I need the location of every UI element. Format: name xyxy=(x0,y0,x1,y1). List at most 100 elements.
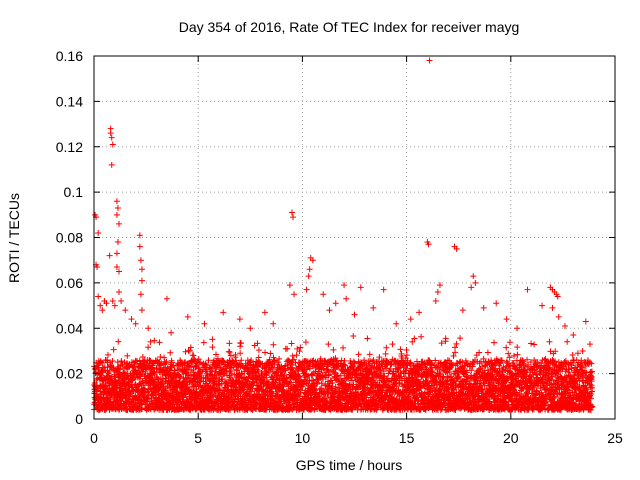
data-point xyxy=(262,368,269,375)
data-point xyxy=(187,344,194,351)
data-point xyxy=(107,396,114,403)
data-point xyxy=(226,405,233,412)
data-point xyxy=(289,352,296,359)
data-point xyxy=(195,365,202,372)
data-point xyxy=(182,348,189,355)
data-point xyxy=(332,389,339,396)
data-point xyxy=(114,359,121,366)
data-point xyxy=(167,349,174,356)
data-point xyxy=(329,379,336,386)
data-point xyxy=(389,341,396,348)
data-point xyxy=(503,344,510,351)
data-point xyxy=(248,388,255,395)
data-point xyxy=(314,379,321,386)
data-point xyxy=(282,375,289,382)
data-point xyxy=(202,361,209,368)
data-point xyxy=(296,348,303,355)
data-point xyxy=(382,350,389,357)
data-point xyxy=(397,346,404,353)
data-point xyxy=(383,344,390,351)
data-point xyxy=(156,385,163,392)
data-point xyxy=(161,354,168,361)
data-point xyxy=(484,349,491,356)
data-point xyxy=(263,378,270,385)
data-point xyxy=(403,346,410,353)
data-point xyxy=(163,358,170,365)
data-point xyxy=(350,332,357,339)
data-point xyxy=(326,371,333,378)
data-point xyxy=(226,349,233,356)
data-point xyxy=(511,352,518,359)
data-point xyxy=(470,360,477,367)
data-point xyxy=(272,385,279,392)
data-point xyxy=(238,357,245,364)
data-point xyxy=(332,384,339,391)
data-point xyxy=(356,400,363,407)
data-point xyxy=(505,350,512,357)
data-point xyxy=(370,357,377,364)
data-point xyxy=(148,365,155,372)
data-points xyxy=(91,57,596,413)
data-point xyxy=(349,363,356,370)
data-point xyxy=(370,376,377,383)
data-point xyxy=(209,344,216,351)
data-point xyxy=(300,361,307,368)
data-point xyxy=(209,336,216,343)
data-point xyxy=(321,369,328,376)
data-point xyxy=(104,351,111,358)
data-point xyxy=(340,344,347,351)
data-point xyxy=(144,389,151,396)
data-point xyxy=(418,333,425,340)
data-point xyxy=(110,346,117,353)
data-point xyxy=(274,359,281,366)
data-point xyxy=(279,386,286,393)
data-point xyxy=(225,348,232,355)
data-point xyxy=(213,386,220,393)
data-point xyxy=(190,352,197,359)
data-point xyxy=(276,355,283,362)
data-point xyxy=(341,357,348,364)
data-point xyxy=(255,354,262,361)
data-point xyxy=(118,358,125,365)
data-point xyxy=(337,398,344,405)
data-point xyxy=(249,385,256,392)
data-point xyxy=(209,367,216,374)
data-point xyxy=(207,365,214,372)
data-point xyxy=(226,340,233,347)
data-point xyxy=(337,372,344,379)
data-point xyxy=(254,340,261,347)
data-point xyxy=(237,350,244,357)
data-point xyxy=(335,384,342,391)
data-point xyxy=(303,366,310,373)
data-point xyxy=(138,399,145,406)
data-point xyxy=(334,372,341,379)
data-point xyxy=(200,339,207,346)
data-point xyxy=(176,395,183,402)
data-point xyxy=(131,361,138,368)
data-point xyxy=(506,354,513,361)
data-point xyxy=(457,335,464,342)
data-point xyxy=(147,338,154,345)
data-point xyxy=(170,362,177,369)
data-point xyxy=(376,354,383,361)
data-point xyxy=(307,392,314,399)
data-point xyxy=(186,347,193,354)
data-point xyxy=(255,368,262,375)
data-point xyxy=(227,352,234,359)
data-point xyxy=(234,367,241,374)
data-point xyxy=(262,349,269,356)
data-point xyxy=(290,356,297,363)
data-point xyxy=(190,366,197,373)
data-point xyxy=(491,339,498,346)
data-point xyxy=(514,344,521,351)
data-point xyxy=(355,351,362,358)
data-point xyxy=(403,352,410,359)
data-point xyxy=(109,358,116,365)
data-point xyxy=(297,344,304,351)
data-point xyxy=(232,351,239,358)
data-point xyxy=(231,371,238,378)
chart-title: Day 354 of 2016, Rate Of TEC Index for r… xyxy=(179,19,520,35)
data-point xyxy=(146,357,153,364)
data-point xyxy=(293,352,300,359)
data-point xyxy=(267,350,274,357)
